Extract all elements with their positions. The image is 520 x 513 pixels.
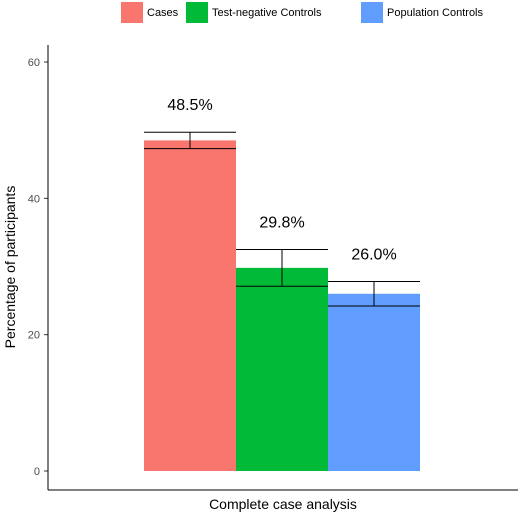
legend-label: Test-negative Controls [212, 7, 322, 19]
bar-0 [144, 140, 236, 471]
legend-swatch [186, 2, 208, 23]
y-axis-title: Percentage of participants [2, 186, 18, 349]
y-tick-label: 60 [28, 57, 40, 69]
data-label: 29.8% [259, 214, 304, 231]
x-axis-title: Complete case analysis [209, 496, 357, 512]
data-labels: 48.5% 29.8% 26.0% [167, 97, 396, 263]
y-axis-ticks: 0 20 40 60 [28, 57, 48, 478]
bars [144, 140, 420, 471]
data-label: 26.0% [351, 246, 396, 263]
y-tick-label: 20 [28, 330, 40, 342]
legend-label: Cases [147, 7, 179, 19]
data-label: 48.5% [167, 97, 212, 114]
legend-swatch [121, 2, 143, 23]
legend: Cases Test-negative Controls Population Co… [121, 2, 484, 23]
y-tick-label: 40 [28, 193, 40, 205]
bar-1 [236, 267, 328, 471]
bar-2 [328, 293, 420, 471]
error-bars [144, 131, 420, 307]
legend-swatch [361, 2, 383, 23]
y-tick-label: 0 [34, 466, 40, 478]
legend-label: Population Controls [387, 7, 484, 19]
